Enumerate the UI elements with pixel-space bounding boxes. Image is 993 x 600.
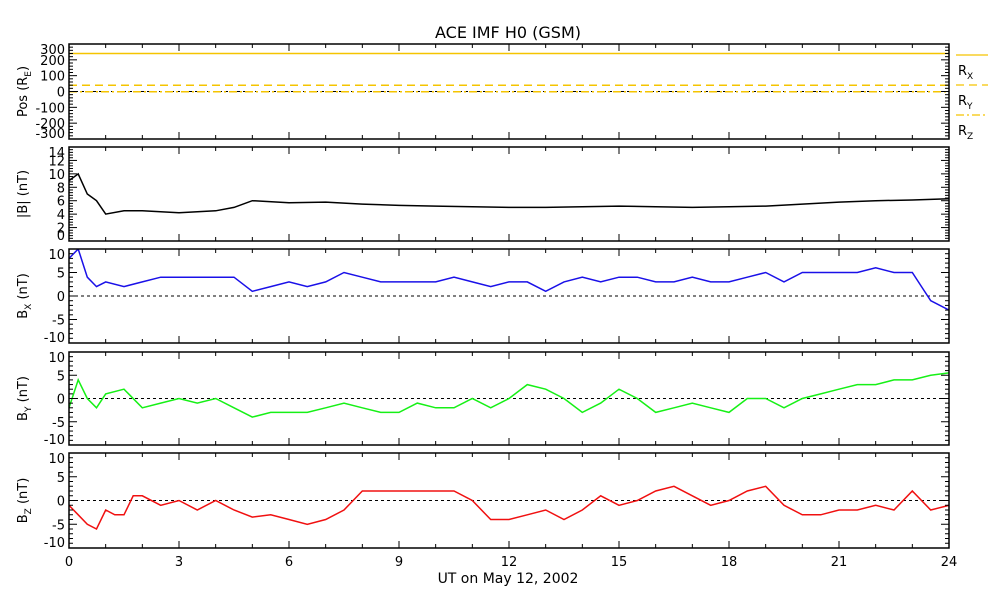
y-tick-label: 5: [57, 471, 65, 486]
x-tick-label: 12: [501, 555, 518, 570]
y-tick-label: 100: [40, 70, 65, 85]
chart-title: ACE IMF H0 (GSM): [435, 23, 581, 42]
y-tick-label: -100: [35, 101, 65, 116]
y-tick-label: 0: [57, 495, 65, 510]
series-b-line: [69, 172, 949, 215]
x-tick-label: 18: [721, 555, 738, 570]
y-tick-label: 12: [48, 154, 65, 169]
x-tick-label: 21: [831, 555, 848, 570]
y-tick-label: -300: [35, 127, 65, 142]
panel-by: -10 -5 0 5 10 BY (nT): [16, 351, 950, 448]
y-tick-label: -5: [52, 314, 65, 329]
y-tick-label: -10: [44, 331, 65, 346]
legend-label-rx: RX: [958, 64, 973, 82]
x-axis-label: UT on May 12, 2002: [438, 571, 579, 587]
x-tick-label: 0: [65, 555, 73, 570]
y-tick-label: -5: [52, 416, 65, 431]
y-axis-label: BY (nT): [16, 376, 34, 421]
y-axis-label: Pos (RE): [16, 66, 34, 117]
panel-bx: -10 -5 0 5 10 BX (nT): [16, 248, 950, 346]
panel-bz: -10 -5 0 5 10 BZ (nT): [16, 452, 950, 551]
y-tick-label: 10: [48, 452, 65, 467]
y-tick-label: 0: [57, 393, 65, 408]
y-axis-label: |B| (nT): [16, 170, 31, 218]
y-axis-label: BX (nT): [16, 273, 34, 319]
panel-frame: [68, 146, 950, 242]
y-tick-label: -10: [44, 536, 65, 551]
series-bx-line: [69, 249, 949, 311]
y-tick-label: 8: [57, 181, 65, 196]
y-tick-label: 5: [57, 369, 65, 384]
series-by-line: [69, 372, 949, 418]
y-tick-label: 6: [57, 195, 65, 210]
y-tick-label: 10: [48, 248, 65, 263]
y-tick-label: 0: [57, 229, 65, 244]
x-tick-label: 15: [611, 555, 628, 570]
x-tick-label: 9: [395, 555, 403, 570]
y-tick-label: 10: [48, 168, 65, 183]
x-tick-label: 24: [941, 555, 958, 570]
y-axis-label: BZ (nT): [16, 478, 34, 524]
x-tick-label: 3: [175, 555, 183, 570]
x-tick-label: 6: [285, 555, 293, 570]
y-tick-label: 5: [57, 267, 65, 282]
legend-label-rz: RZ: [958, 124, 973, 142]
y-tick-label: 200: [40, 54, 65, 69]
y-tick-label: 10: [48, 351, 65, 366]
y-tick-label: 300: [40, 43, 65, 58]
y-tick-label: -5: [52, 518, 65, 533]
y-tick-label: 0: [57, 290, 65, 305]
y-tick-label: 2: [57, 222, 65, 237]
y-tick-label: 0: [57, 86, 65, 101]
legend-label-ry: RY: [958, 94, 973, 112]
y-tick-label: -10: [44, 433, 65, 448]
y-tick-label: 4: [57, 208, 65, 223]
y-tick-label: -200: [35, 117, 65, 132]
series-bz-line: [69, 485, 949, 531]
y-tick-label: 14: [48, 146, 65, 161]
